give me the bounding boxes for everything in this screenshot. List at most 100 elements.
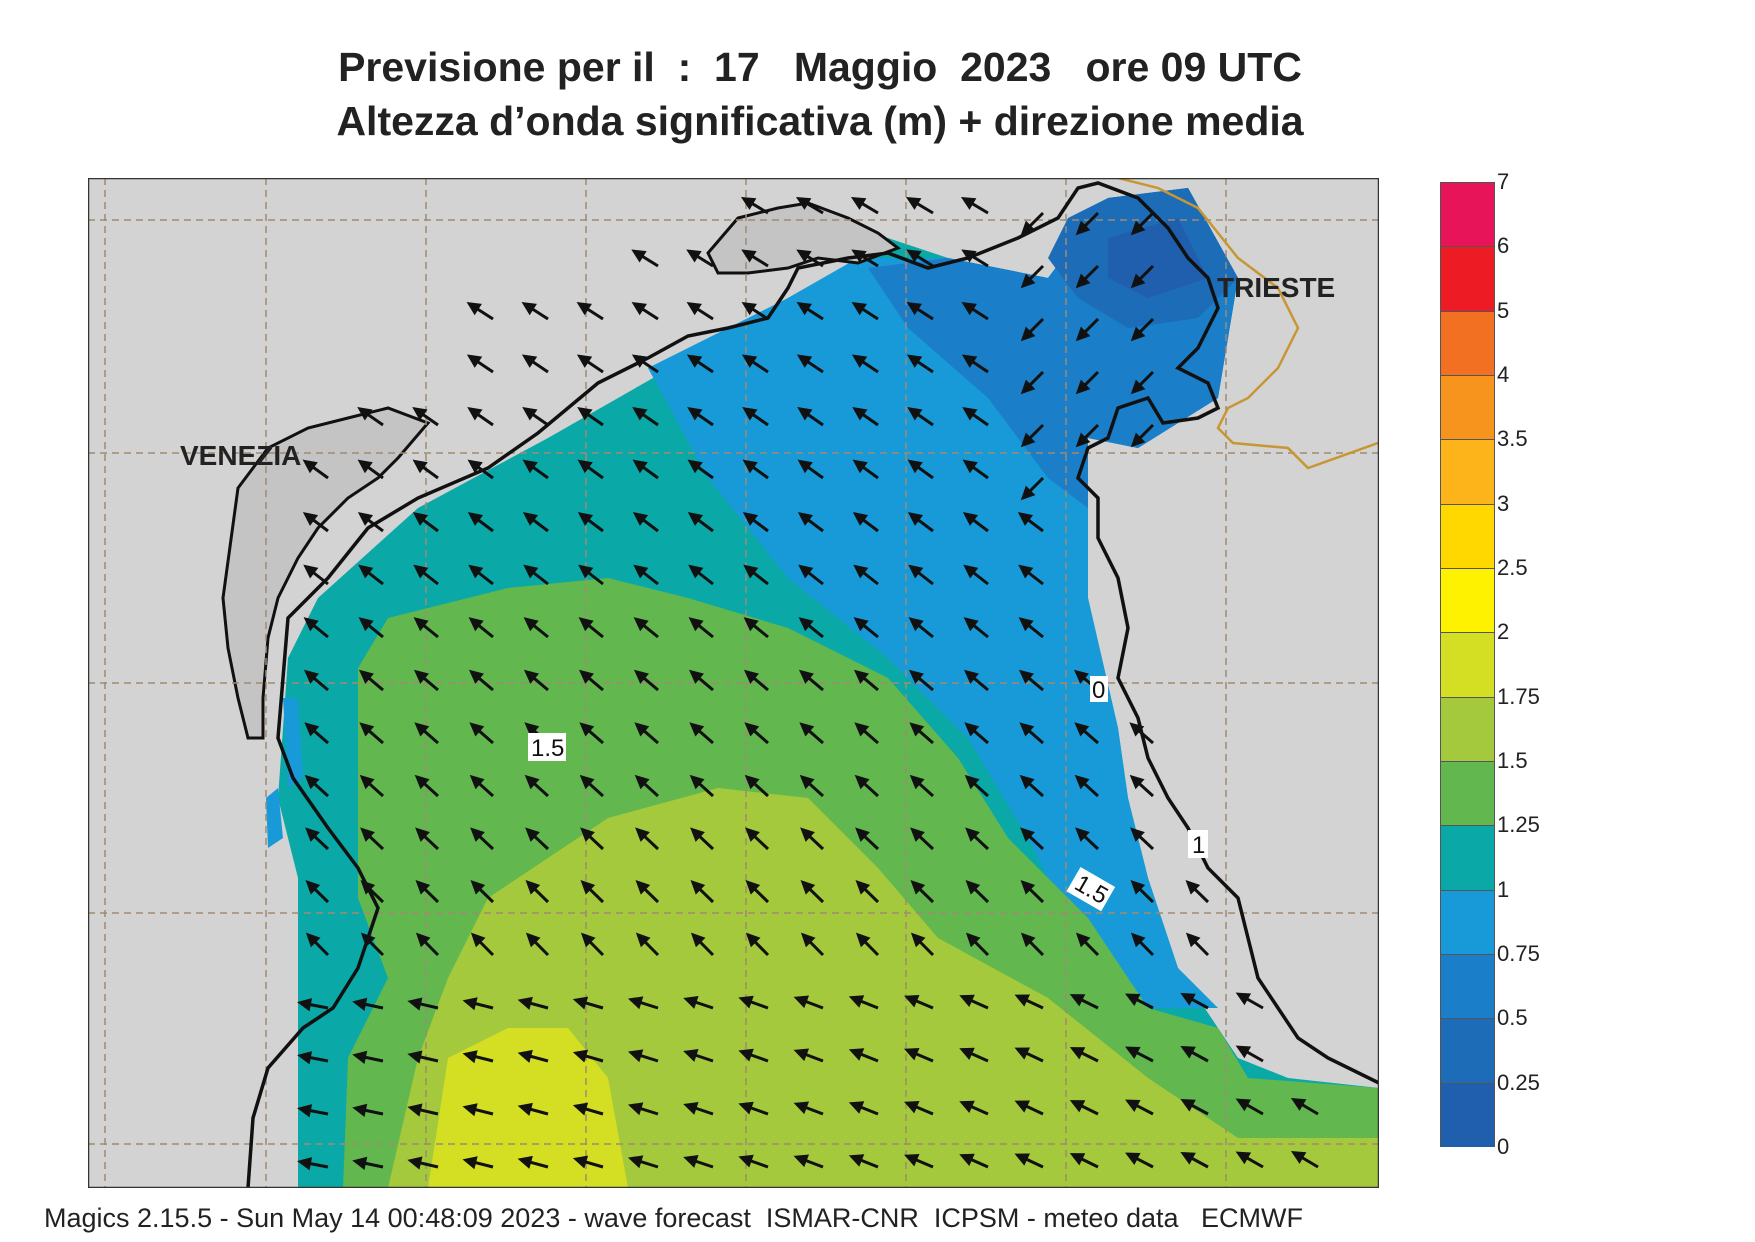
wave-arrow-head [470,932,486,948]
wave-arrow-head [358,669,374,684]
wave-arrow-head [467,512,484,526]
wave-arrow-head [687,407,703,421]
wave-arrow-head [580,880,596,895]
wave-arrow-head [632,459,648,474]
wave-arrow-head [854,722,870,737]
wave-arrow-head [961,249,977,263]
wave-arrow-head [964,722,980,737]
wave-arrow-head [797,459,813,474]
wave-arrow-head [359,774,375,790]
wave-arrow-head [848,995,865,1008]
wave-arrow-head [523,564,539,579]
wave-arrow-head [634,774,650,790]
wave-arrow-head [959,1047,975,1061]
wave-arrow-head [686,249,702,263]
wave-arrow-head [1020,880,1036,895]
wave-arrow-head [627,1049,644,1063]
wave-arrow-head [848,1101,865,1114]
wave-arrow-head [1018,617,1034,632]
wave-arrow-head [635,827,650,842]
wave-arrow-head [1129,774,1145,790]
wave-arrow-head [632,512,649,526]
wave-arrow-head [634,722,650,737]
wave-arrow-head [741,301,757,316]
wave-arrow-head [853,564,869,579]
wave-arrow-head [1019,722,1035,737]
wave-arrow-head [1014,994,1031,1007]
wave-arrow-head [360,827,375,842]
wave-arrow-head [1014,1047,1031,1060]
footer-credits: Magics 2.15.5 - Sun May 14 00:48:09 2023… [44,1203,1303,1233]
wave-arrow-head [683,1155,699,1168]
wave-arrow-head [467,459,483,474]
wave-arrow-head [904,1153,920,1167]
wave-arrow-head [352,1103,368,1117]
wave-arrow-head [852,407,868,421]
wave-arrow-head [576,354,593,368]
wave-arrow-head [415,932,431,948]
wave-arrow-head [686,301,702,316]
wave-arrow-head [909,774,925,790]
legend-label: 2.5 [1497,555,1528,580]
wave-arrow-head [963,564,979,579]
wave-arrow-head [855,880,871,895]
wave-arrow-head [744,722,760,737]
wave-arrow-head [853,669,869,684]
wave-arrow-head [469,774,485,790]
wave-arrow-head [796,301,812,316]
wave-arrow-head [683,1102,699,1115]
wave-arrow-head [848,1154,865,1167]
wave-arrow-head [1235,1151,1252,1165]
wave-arrow-head [800,880,816,895]
wave-arrow-head [1075,827,1090,842]
wave-arrow-head [1069,1153,1086,1166]
wave-arrow-head [683,1049,699,1062]
wave-arrow-head [742,459,758,474]
wave-arrow-head [851,354,868,368]
wave-arrow-head [1185,880,1201,895]
legend-band [1440,632,1495,697]
wave-arrow-head [462,1050,478,1064]
wave-arrow-head [631,301,647,316]
wave-arrow-head [522,512,539,526]
wave-arrow-head [462,1103,478,1117]
wave-arrow-head [523,617,539,632]
wave-arrow-head [303,564,319,579]
wave-arrow-head [1020,932,1036,948]
legend-label: 0 [1497,1134,1510,1159]
wave-arrow-head [960,196,977,210]
wave-arrow-head [627,996,644,1010]
wave-arrow-head [744,774,760,790]
wave-arrow-head [297,998,313,1012]
wave-arrow-head [633,564,649,579]
wave-arrow-head [572,996,589,1010]
legend-label: 2 [1497,619,1510,645]
wave-arrow-head [467,407,483,421]
wave-arrow-head [304,774,320,790]
wave-arrow-head [910,827,925,842]
wave-arrow-head [407,1103,423,1117]
city-label-trieste: TRIESTE [1217,272,1336,303]
wave-arrow-head [690,827,705,842]
wave-arrow-head [466,354,483,368]
wave-arrow-head [521,301,537,316]
wave-arrow-head [305,932,321,948]
wave-arrow-head [1130,880,1146,895]
wave-arrow-head [635,880,651,895]
wave-arrow-head [904,1047,920,1061]
wave-arrow-head [357,512,374,526]
wave-arrow-head [961,301,977,316]
wave-arrow-head [579,774,595,790]
forecast-subtitle: Altezza d’onda significativa (m) + direz… [336,98,1304,144]
wave-arrow-head [470,827,485,842]
wave-arrow-head [852,459,868,474]
wave-arrow-head [580,827,595,842]
wave-arrow-head [1018,669,1034,684]
wave-arrow-head [742,512,759,526]
wave-arrow-head [522,459,538,474]
coastline [246,181,1379,1188]
wave-arrow-head [690,932,706,948]
wave-arrow-head [689,722,705,737]
wave-arrow-head [852,512,869,526]
wave-arrow-head [413,617,429,632]
